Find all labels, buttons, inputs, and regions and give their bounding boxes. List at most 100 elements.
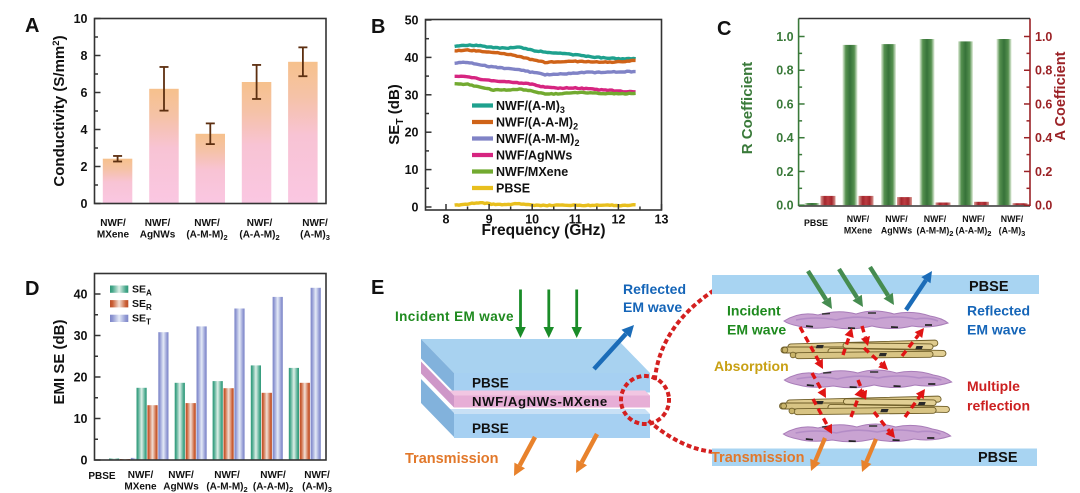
svg-text:0.0: 0.0 (1035, 199, 1052, 213)
svg-text:30: 30 (74, 329, 88, 343)
svg-text:B: B (371, 16, 385, 38)
svg-text:A: A (25, 15, 39, 37)
svg-text:0.0: 0.0 (776, 199, 793, 213)
svg-text:NWF/: NWF/ (1001, 214, 1024, 224)
svg-text:PBSE: PBSE (804, 218, 828, 228)
svg-text:40: 40 (405, 51, 419, 65)
svg-text:0: 0 (81, 454, 88, 468)
svg-text:NWF/: NWF/ (260, 470, 286, 481)
svg-text:(A-M-M)2: (A-M-M)2 (186, 230, 227, 243)
svg-text:Absorption: Absorption (714, 358, 789, 374)
svg-text:EM wave: EM wave (727, 322, 786, 338)
svg-text:(A-M)3: (A-M)3 (300, 230, 330, 243)
svg-text:NWF/: NWF/ (145, 218, 171, 229)
svg-text:9: 9 (486, 213, 493, 227)
svg-text:NWF/: NWF/ (194, 218, 220, 229)
svg-text:NWF/: NWF/ (885, 214, 908, 224)
svg-text:0.8: 0.8 (1035, 64, 1052, 78)
svg-text:NWF/: NWF/ (304, 470, 330, 481)
svg-text:Conductivity (S/mm2): Conductivity (S/mm2) (51, 35, 68, 186)
svg-text:NWF/: NWF/ (962, 214, 985, 224)
svg-text:PBSE: PBSE (496, 182, 530, 196)
svg-text:reflection: reflection (967, 398, 1030, 414)
svg-text:(A-M)3: (A-M)3 (999, 226, 1026, 239)
svg-text:Reflected: Reflected (967, 303, 1030, 319)
svg-text:Frequency (GHz): Frequency (GHz) (481, 222, 605, 239)
svg-text:10: 10 (405, 163, 419, 177)
svg-text:10: 10 (74, 412, 88, 426)
svg-text:EM wave: EM wave (623, 299, 682, 315)
svg-text:6: 6 (81, 86, 88, 100)
svg-text:30: 30 (405, 88, 419, 102)
svg-text:12: 12 (611, 213, 625, 227)
svg-text:D: D (25, 278, 39, 300)
svg-text:NWF/: NWF/ (924, 214, 947, 224)
svg-text:E: E (371, 277, 384, 299)
svg-text:NWF/AgNWs: NWF/AgNWs (496, 149, 572, 163)
svg-text:NWF/MXene: NWF/MXene (496, 165, 568, 179)
svg-text:PBSE: PBSE (88, 471, 116, 482)
svg-text:Multiple: Multiple (967, 378, 1020, 394)
svg-text:11: 11 (569, 213, 582, 227)
svg-text:4: 4 (81, 123, 88, 137)
svg-text:0.4: 0.4 (1035, 131, 1052, 145)
svg-text:1.0: 1.0 (776, 30, 793, 44)
svg-text:8: 8 (81, 49, 88, 63)
svg-text:0: 0 (81, 197, 88, 211)
svg-text:Incident EM wave: Incident EM wave (395, 309, 514, 324)
svg-text:MXene: MXene (124, 482, 157, 493)
svg-text:20: 20 (405, 126, 419, 140)
svg-text:PBSE: PBSE (472, 421, 509, 436)
svg-text:MXene: MXene (844, 226, 872, 236)
svg-text:AgNWs: AgNWs (140, 230, 176, 241)
svg-text:MXene: MXene (97, 230, 130, 241)
svg-text:(A-M-M)2: (A-M-M)2 (917, 226, 954, 239)
svg-text:0.2: 0.2 (1035, 165, 1052, 179)
svg-text:10: 10 (74, 12, 88, 26)
svg-text:0.6: 0.6 (1035, 97, 1052, 111)
svg-text:0.8: 0.8 (776, 64, 793, 78)
svg-text:AgNWs: AgNWs (163, 482, 199, 493)
svg-text:(A-M-M)2: (A-M-M)2 (206, 482, 247, 493)
svg-text:(A-A-M)2: (A-A-M)2 (253, 482, 293, 493)
svg-text:20: 20 (74, 371, 88, 385)
svg-text:Transmission: Transmission (711, 450, 804, 466)
svg-text:0: 0 (412, 201, 419, 215)
svg-text:NWF/: NWF/ (847, 214, 870, 224)
svg-text:Incident: Incident (727, 303, 781, 319)
svg-text:NWF/(A-A-M)2: NWF/(A-A-M)2 (496, 116, 578, 132)
svg-text:AgNWs: AgNWs (881, 226, 912, 236)
svg-text:NWF/: NWF/ (247, 218, 273, 229)
svg-text:NWF/AgNWs-MXene: NWF/AgNWs-MXene (472, 394, 608, 409)
svg-text:0.2: 0.2 (776, 165, 793, 179)
svg-text:NWF/: NWF/ (214, 470, 240, 481)
svg-text:(A-A-M)2: (A-A-M)2 (956, 226, 992, 239)
svg-text:Reflected: Reflected (623, 281, 686, 297)
svg-text:0.4: 0.4 (776, 131, 793, 145)
svg-text:(A-A-M)2: (A-A-M)2 (239, 230, 279, 243)
svg-text:R Coefficient: R Coefficient (739, 62, 756, 155)
svg-text:PBSE: PBSE (978, 450, 1018, 466)
svg-text:C: C (717, 18, 731, 40)
svg-text:(A-M)3: (A-M)3 (302, 482, 332, 493)
svg-text:NWF/: NWF/ (168, 470, 194, 481)
svg-text:50: 50 (405, 14, 419, 28)
svg-text:0.6: 0.6 (776, 97, 793, 111)
svg-text:NWF/: NWF/ (302, 218, 328, 229)
svg-text:40: 40 (74, 288, 88, 302)
svg-text:13: 13 (655, 213, 669, 227)
svg-text:NWF/(A-M-M)2: NWF/(A-M-M)2 (496, 132, 579, 148)
svg-text:NWF/: NWF/ (100, 218, 126, 229)
svg-text:PBSE: PBSE (969, 279, 1009, 295)
svg-text:2: 2 (81, 160, 88, 174)
svg-text:8: 8 (443, 213, 450, 227)
svg-text:1.0: 1.0 (1035, 30, 1052, 44)
svg-text:NWF/(A-M)3: NWF/(A-M)3 (496, 99, 565, 115)
svg-text:Transmission: Transmission (405, 451, 498, 467)
svg-text:NWF/: NWF/ (128, 470, 154, 481)
svg-text:PBSE: PBSE (472, 376, 509, 391)
svg-text:EM wave: EM wave (967, 322, 1026, 338)
svg-text:A Coefficient: A Coefficient (1053, 51, 1069, 140)
svg-text:10: 10 (525, 213, 539, 227)
svg-text:EMI SE (dB): EMI SE (dB) (51, 319, 68, 404)
